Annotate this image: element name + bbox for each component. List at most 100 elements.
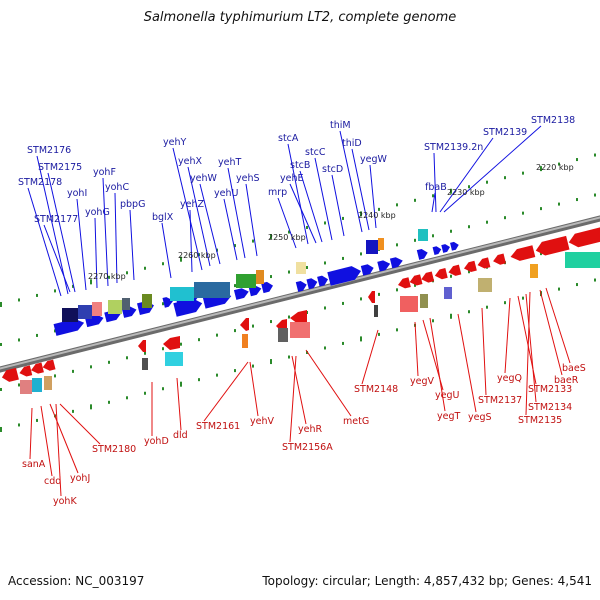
reverse-gene-label[interactable]: STM2156A xyxy=(282,442,333,453)
gene-arrow[interactable] xyxy=(173,296,204,317)
gene-arrow[interactable] xyxy=(30,362,44,376)
gene-arrow[interactable] xyxy=(432,245,443,256)
reverse-gene-label[interactable]: STM2133 xyxy=(528,384,572,395)
forward-gene-label[interactable]: fbaB xyxy=(425,182,447,193)
feature-box[interactable] xyxy=(122,298,130,310)
forward-gene-label[interactable]: thiM xyxy=(330,120,351,131)
forward-gene-label[interactable]: yehS xyxy=(236,173,260,184)
reverse-gene-label[interactable]: STM2137 xyxy=(478,395,522,406)
gene-arrow[interactable] xyxy=(476,257,491,270)
reverse-gene-label[interactable]: yegS xyxy=(468,412,492,423)
reverse-gene-label[interactable]: yegU xyxy=(435,390,459,401)
gene-arrow[interactable] xyxy=(138,340,146,352)
feature-box[interactable] xyxy=(62,308,78,322)
feature-box[interactable] xyxy=(242,334,248,348)
feature-box[interactable] xyxy=(290,322,310,338)
feature-box[interactable] xyxy=(92,302,102,316)
feature-box[interactable] xyxy=(20,380,32,394)
gene-arrow[interactable] xyxy=(261,281,274,294)
reverse-gene-label[interactable]: cdd xyxy=(44,476,61,487)
gene-arrow[interactable] xyxy=(397,277,411,290)
gene-arrow[interactable] xyxy=(233,287,250,300)
gene-arrow[interactable] xyxy=(441,243,451,253)
reverse-gene-label[interactable]: STM2148 xyxy=(354,384,398,395)
gene-arrow[interactable] xyxy=(290,310,307,324)
gene-arrow[interactable] xyxy=(306,277,318,290)
reverse-gene-label[interactable]: STM2161 xyxy=(196,421,240,432)
feature-box[interactable] xyxy=(278,328,288,342)
feature-box[interactable] xyxy=(108,300,122,314)
forward-gene-label[interactable]: yegW xyxy=(360,154,387,165)
forward-gene-label[interactable]: STM2139 xyxy=(483,127,527,138)
forward-gene-label[interactable]: yehX xyxy=(178,156,202,167)
reverse-gene-label[interactable]: yohK xyxy=(53,496,77,507)
gene-arrow[interactable] xyxy=(447,264,462,278)
gene-arrow[interactable] xyxy=(492,253,506,267)
reverse-gene-label[interactable]: STM2134 xyxy=(528,402,572,413)
forward-gene-label[interactable]: stcC xyxy=(305,147,326,158)
gene-arrow[interactable] xyxy=(53,317,86,336)
gene-arrow[interactable] xyxy=(317,274,329,287)
feature-box[interactable] xyxy=(194,282,230,298)
gene-arrow[interactable] xyxy=(18,365,33,378)
reverse-gene-label[interactable]: yehV xyxy=(250,416,274,427)
feature-box[interactable] xyxy=(78,305,92,319)
gene-arrow[interactable] xyxy=(240,318,249,331)
feature-box[interactable] xyxy=(378,238,384,250)
forward-gene-label[interactable]: yehE xyxy=(280,173,304,184)
feature-box[interactable] xyxy=(236,274,256,288)
gene-arrow[interactable] xyxy=(509,245,536,262)
gene-arrow[interactable] xyxy=(368,291,375,303)
reverse-gene-label[interactable]: yegT xyxy=(437,411,460,422)
forward-gene-label[interactable]: stcB xyxy=(290,160,310,171)
reverse-gene-label[interactable]: baeS xyxy=(562,363,586,374)
reverse-gene-label[interactable]: dld xyxy=(173,430,188,441)
forward-gene-label[interactable]: yohC xyxy=(105,182,129,193)
forward-gene-label[interactable]: yohI xyxy=(67,188,87,199)
forward-gene-label[interactable]: STM2138 xyxy=(531,115,575,126)
feature-box[interactable] xyxy=(32,378,42,392)
feature-box[interactable] xyxy=(374,305,378,317)
reverse-gene-label[interactable]: yegQ xyxy=(497,373,522,384)
feature-box[interactable] xyxy=(256,270,264,284)
gene-arrow[interactable] xyxy=(163,336,180,350)
reverse-gene-label[interactable]: yehR xyxy=(298,424,322,435)
gene-arrow[interactable] xyxy=(360,263,375,276)
feature-box[interactable] xyxy=(478,278,492,292)
forward-gene-label[interactable]: STM2176 xyxy=(27,145,71,156)
gene-arrow[interactable] xyxy=(567,227,600,249)
forward-gene-label[interactable]: yohF xyxy=(93,167,116,178)
reverse-gene-label[interactable]: baeR xyxy=(554,375,579,386)
feature-box[interactable] xyxy=(530,264,538,278)
feature-box[interactable] xyxy=(366,240,378,254)
gene-arrow[interactable] xyxy=(463,260,477,274)
reverse-gene-label[interactable]: yohJ xyxy=(70,473,90,484)
feature-box[interactable] xyxy=(400,296,418,312)
feature-box[interactable] xyxy=(44,376,52,390)
feature-box[interactable] xyxy=(565,252,600,268)
feature-box[interactable] xyxy=(296,262,306,274)
reverse-gene-label[interactable]: metG xyxy=(343,416,369,427)
forward-gene-label[interactable]: yehY xyxy=(163,137,186,148)
forward-gene-label[interactable]: STM2177 xyxy=(34,214,78,225)
feature-box[interactable] xyxy=(420,294,428,308)
forward-gene-label[interactable]: yehT xyxy=(218,157,241,168)
forward-gene-label[interactable]: STM2139.2n xyxy=(424,142,483,153)
feature-box[interactable] xyxy=(142,294,152,308)
gene-arrow[interactable] xyxy=(377,259,391,272)
feature-box[interactable] xyxy=(418,229,428,241)
gene-arrow[interactable] xyxy=(41,359,56,373)
forward-gene-label[interactable]: yehU xyxy=(214,188,238,199)
gene-arrow[interactable] xyxy=(295,280,308,292)
reverse-gene-label[interactable]: yohD xyxy=(144,436,169,447)
gene-arrow[interactable] xyxy=(450,241,460,251)
reverse-gene-label[interactable]: yegV xyxy=(410,376,434,387)
feature-box[interactable] xyxy=(142,358,148,370)
gene-arrow[interactable] xyxy=(408,274,423,287)
reverse-gene-label[interactable]: STM2180 xyxy=(92,444,136,455)
reverse-gene-label[interactable]: STM2135 xyxy=(518,415,562,426)
feature-box[interactable] xyxy=(165,352,183,366)
forward-gene-label[interactable]: yehW xyxy=(190,173,217,184)
forward-gene-label[interactable]: thiD xyxy=(342,138,362,149)
forward-gene-label[interactable]: yehZ xyxy=(180,199,204,210)
